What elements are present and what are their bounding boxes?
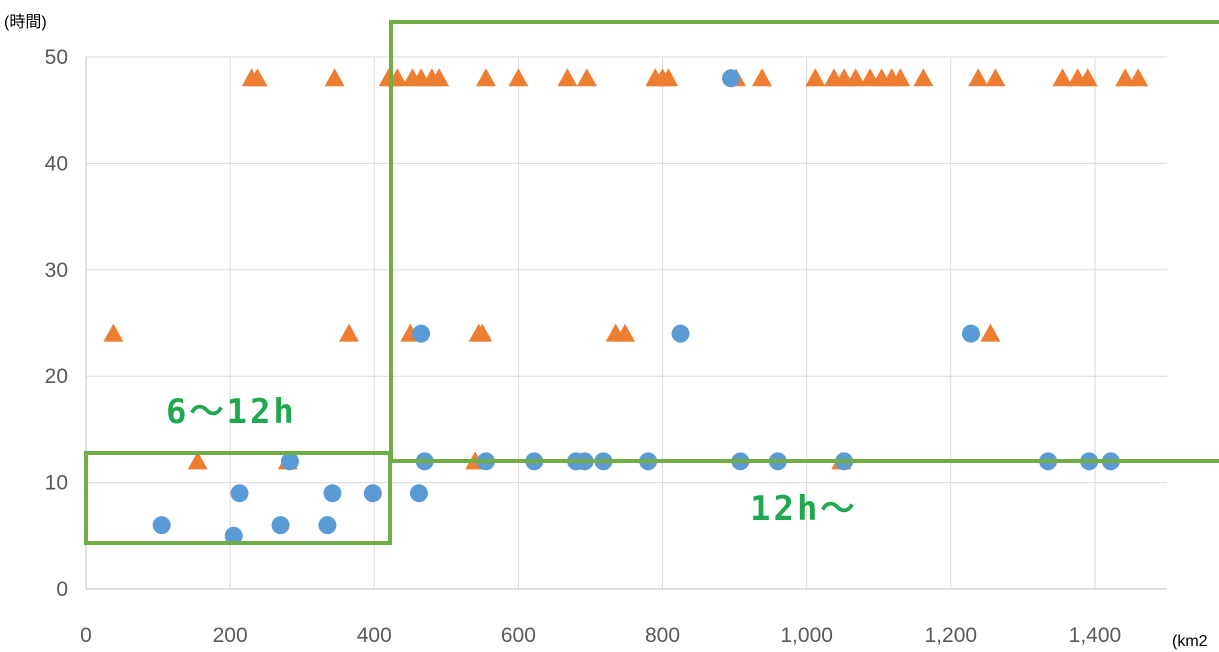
box-6-12h (84, 451, 392, 545)
x-tick-label: 1,400 (1069, 624, 1122, 647)
x-tick-label: 0 (80, 624, 92, 647)
triangle-marker (751, 68, 772, 87)
triangle-marker (1128, 68, 1149, 87)
circle-marker (721, 69, 740, 88)
circle-marker (280, 452, 299, 471)
x-tick-label: 1,000 (780, 624, 833, 647)
circle-marker (318, 516, 337, 535)
y-tick-label: 30 (45, 259, 68, 282)
annotation-6-12h: 6～12h (166, 392, 297, 432)
triangle-marker (472, 323, 493, 342)
triangle-marker (985, 68, 1006, 87)
triangle-marker (1115, 68, 1136, 87)
triangle-marker (247, 68, 268, 87)
x-tick-label: 1,200 (925, 624, 978, 647)
gridlines (86, 56, 1167, 589)
triangle-marker (805, 68, 826, 87)
triangle-marker (508, 68, 529, 87)
x-tick-label: 200 (213, 624, 248, 647)
x-tick-label: 600 (501, 624, 536, 647)
circle-marker (323, 484, 342, 503)
circle-marker (271, 516, 290, 535)
circle-marker (224, 526, 243, 545)
triangle-marker (339, 323, 360, 342)
triangle-marker (576, 68, 597, 87)
triangle-marker (557, 68, 578, 87)
y-tick-label: 0 (56, 578, 68, 601)
circle-marker (961, 324, 980, 343)
circle-marker (409, 484, 428, 503)
triangle-marker (980, 323, 1001, 342)
x-tick-label: 400 (357, 624, 392, 647)
y-tick-label: 20 (45, 365, 68, 388)
y-tick-labels: 0 10 20 30 40 50 (45, 46, 68, 601)
triangle-marker (1077, 68, 1098, 87)
region-overlay (84, 20, 1219, 545)
triangle-marker (890, 68, 911, 87)
y-tick-label: 50 (45, 46, 68, 69)
triangle-marker (429, 68, 450, 87)
annotation-12h-plus: 12h～ (750, 489, 857, 529)
triangle-marker (658, 68, 679, 87)
triangle-marker (475, 68, 496, 87)
triangle-marker (103, 323, 124, 342)
y-tick-label: 40 (45, 152, 68, 175)
triangle-marker (968, 68, 989, 87)
data-points (103, 68, 1149, 545)
triangle-marker (845, 68, 866, 87)
y-tick-label: 10 (45, 472, 68, 495)
circle-marker (363, 484, 382, 503)
x-tick-labels: 0 200 400 600 800 1,000 1,200 1,400 (80, 624, 1121, 647)
circle-marker (412, 324, 431, 343)
triangle-marker (324, 68, 345, 87)
y-axis-unit-label: (時間) (4, 13, 47, 31)
triangle-marker (1052, 68, 1073, 87)
circle-marker (671, 324, 690, 343)
x-tick-label: 800 (645, 624, 680, 647)
triangle-marker (187, 451, 208, 470)
triangle-marker (615, 323, 636, 342)
circle-marker (230, 484, 249, 503)
x-axis-unit-label: (km2 (1172, 633, 1208, 650)
region-12h-plus-outline (389, 20, 1219, 461)
circle-marker (152, 516, 171, 535)
axis-lines (85, 57, 1167, 590)
triangle-marker (913, 68, 934, 87)
